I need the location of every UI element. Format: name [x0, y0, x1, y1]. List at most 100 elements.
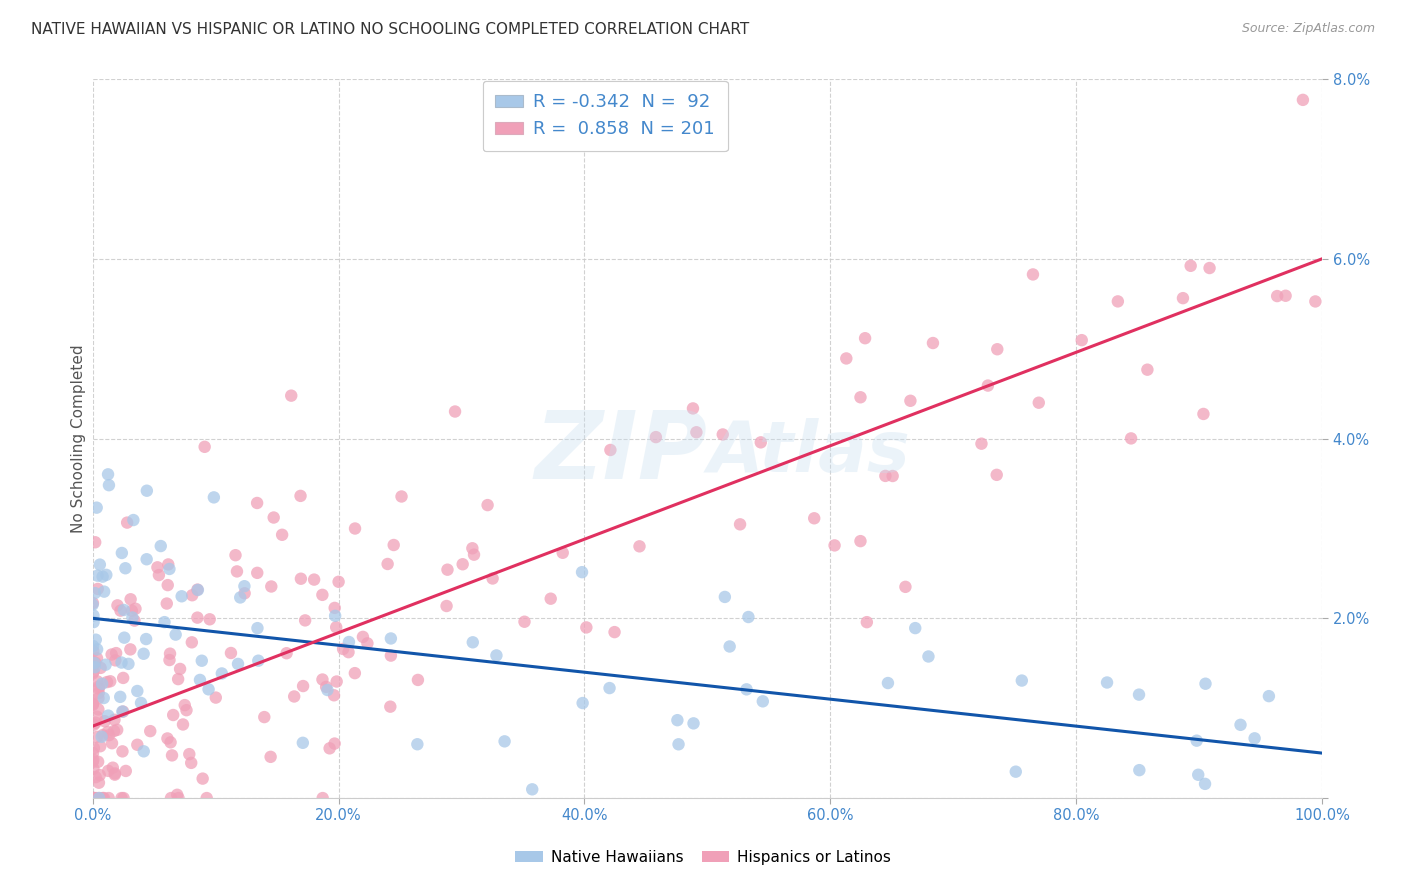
Point [162, 708, 184, 723]
Point [84, 535, 107, 549]
Point [835, 351, 858, 366]
Point [380, 648, 402, 663]
Point [90, 661, 112, 675]
Point [180, 756, 202, 770]
Point [121, 610, 143, 624]
Point [132, 647, 155, 661]
Point [83, 660, 105, 674]
Text: Atlas: Atlas [707, 418, 910, 487]
Point [112, 791, 135, 805]
Point [87, 681, 110, 696]
Point [323, 608, 346, 623]
Point [86, 642, 108, 657]
Point [343, 666, 366, 681]
Point [100, 648, 122, 662]
Point [173, 698, 195, 712]
Point [82, 698, 104, 712]
Point [156, 597, 179, 611]
Point [380, 632, 402, 646]
Point [103, 723, 125, 738]
Point [986, 343, 1008, 357]
Point [84, 715, 107, 730]
Point [986, 467, 1008, 482]
Point [461, 541, 484, 556]
Point [86, 651, 108, 665]
Point [104, 653, 127, 667]
Point [146, 560, 169, 574]
Point [603, 625, 626, 640]
Point [83, 791, 105, 805]
Point [120, 642, 142, 657]
Point [344, 522, 367, 536]
Point [856, 615, 879, 629]
Point [325, 620, 347, 634]
Point [391, 490, 413, 504]
Point [1292, 93, 1315, 107]
Text: Source: ZipAtlas.com: Source: ZipAtlas.com [1241, 22, 1375, 36]
Point [315, 680, 337, 694]
Point [714, 590, 737, 604]
Point [599, 442, 621, 457]
Point [187, 582, 209, 597]
Point [105, 723, 128, 737]
Point [1180, 259, 1202, 273]
Point [82, 791, 104, 805]
Point [110, 791, 132, 805]
Point [195, 791, 218, 805]
Point [1095, 675, 1118, 690]
Point [132, 744, 155, 758]
Point [104, 767, 127, 781]
Point [87, 686, 110, 700]
Point [135, 483, 157, 498]
Point [737, 610, 759, 624]
Point [485, 648, 508, 663]
Point [325, 674, 347, 689]
Point [96, 675, 118, 690]
Point [332, 642, 354, 657]
Point [93, 714, 115, 729]
Point [86, 730, 108, 744]
Point [176, 703, 198, 717]
Point [513, 615, 536, 629]
Point [749, 435, 772, 450]
Point [82, 596, 104, 610]
Point [191, 654, 214, 668]
Point [160, 748, 183, 763]
Point [1243, 731, 1265, 746]
Point [127, 738, 149, 752]
Point [406, 673, 429, 687]
Point [157, 558, 180, 572]
Point [159, 647, 181, 661]
Point [87, 791, 110, 805]
Point [135, 632, 157, 646]
Point [1136, 362, 1159, 376]
Point [571, 696, 593, 710]
Point [101, 736, 124, 750]
Point [323, 601, 346, 615]
Point [444, 404, 467, 418]
Point [1229, 718, 1251, 732]
Point [82, 697, 104, 711]
Point [900, 393, 922, 408]
Point [167, 672, 190, 686]
Point [233, 579, 256, 593]
Point [157, 562, 180, 576]
Point [380, 699, 402, 714]
Point [894, 580, 917, 594]
Point [247, 654, 270, 668]
Point [90, 730, 112, 744]
Point [186, 610, 208, 624]
Point [875, 469, 897, 483]
Point [197, 682, 219, 697]
Point [685, 425, 707, 440]
Point [97, 708, 120, 723]
Point [84, 586, 107, 600]
Point [551, 546, 574, 560]
Point [149, 539, 172, 553]
Point [291, 736, 314, 750]
Point [1305, 294, 1327, 309]
Point [165, 627, 187, 641]
Point [461, 635, 484, 649]
Point [112, 705, 135, 719]
Point [294, 614, 316, 628]
